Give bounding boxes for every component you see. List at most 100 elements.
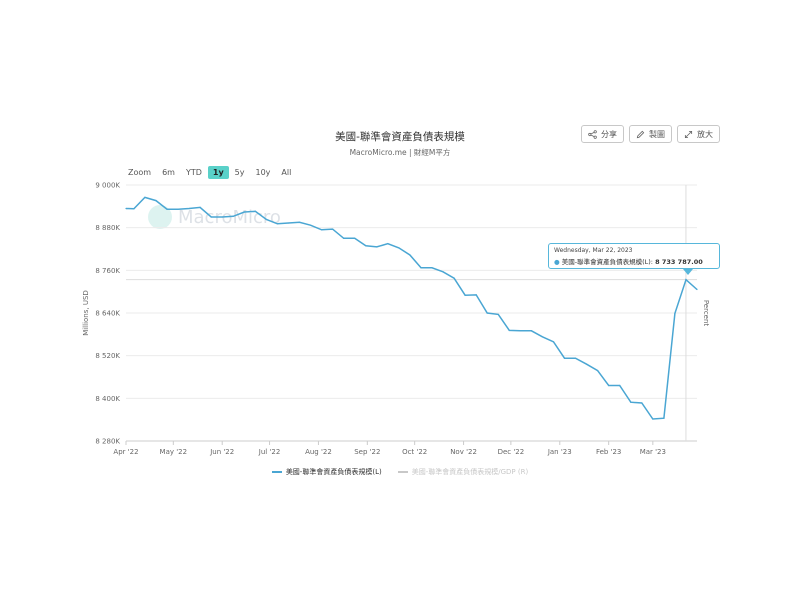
zoom-5y-button[interactable]: 5y xyxy=(234,168,245,177)
legend-item-primary[interactable]: 美國-聯準會資產負債表規模(L) xyxy=(271,467,382,477)
data-point xyxy=(508,329,510,332)
data-point xyxy=(332,228,334,230)
data-point xyxy=(663,417,665,419)
x-tick-label: Apr '22 xyxy=(113,448,138,456)
data-point xyxy=(276,223,279,225)
enlarge-button[interactable]: 放大 xyxy=(677,125,720,143)
zoom-10y-button[interactable]: 10y xyxy=(255,168,271,177)
share-label: 分享 xyxy=(601,129,617,139)
data-point xyxy=(343,237,345,239)
data-point xyxy=(442,271,444,273)
y-tick-label: 8 640K xyxy=(95,310,120,318)
data-point xyxy=(563,357,566,359)
data-point xyxy=(641,402,643,404)
data-point xyxy=(475,294,477,296)
data-point xyxy=(630,401,632,403)
data-point xyxy=(287,222,290,224)
data-point xyxy=(365,245,367,247)
data-point xyxy=(376,246,378,248)
chart-title: 美國-聯準會資產負債表規模 xyxy=(335,131,465,143)
data-point xyxy=(199,206,201,208)
data-point xyxy=(541,336,544,338)
data-point xyxy=(387,243,389,245)
data-point xyxy=(265,218,267,221)
data-point xyxy=(298,221,301,223)
data-point xyxy=(552,341,555,343)
draw-label: 製圖 xyxy=(649,129,665,139)
data-point xyxy=(188,207,190,210)
x-tick-label: Feb '23 xyxy=(596,448,621,456)
data-point xyxy=(619,384,621,387)
tooltip-series-dot: ● xyxy=(554,258,560,266)
data-point xyxy=(519,330,521,332)
zoom-all-button[interactable]: All xyxy=(281,168,292,177)
data-point xyxy=(320,229,323,231)
data-point xyxy=(486,312,488,314)
x-tick-label: Jul '22 xyxy=(258,448,281,456)
data-point xyxy=(232,215,234,217)
data-point xyxy=(166,208,168,210)
y-axis-label: Millions, USD xyxy=(82,290,90,336)
y-tick-label: 8 760K xyxy=(95,267,120,275)
data-point xyxy=(398,247,400,249)
data-point xyxy=(608,384,610,387)
y-tick-label: 8 400K xyxy=(95,395,120,403)
draw-button[interactable]: 製圖 xyxy=(629,125,672,143)
zoom-label: Zoom xyxy=(128,168,152,177)
data-point xyxy=(210,216,212,218)
chart-legend: 美國-聯準會資產負債表規模(L) 美國-聯準會資產負債表規模/GDP (R) xyxy=(0,467,800,477)
tooltip-value: 8 733 787.00 xyxy=(655,258,703,266)
x-tick-label: Dec '22 xyxy=(498,448,525,456)
tooltip-series-label: 美國-聯準會資產負債表規模(L): xyxy=(561,258,653,266)
chart-subtitle: MacroMicro.me | 財經M平方 xyxy=(349,148,451,157)
legend-item-secondary[interactable]: 美國-聯準會資產負債表規模/GDP (R) xyxy=(397,467,529,477)
x-tick-label: Nov '22 xyxy=(450,448,477,456)
data-point xyxy=(155,200,157,202)
data-point xyxy=(497,313,499,316)
data-point xyxy=(409,254,411,256)
y-axis-label-right: Percent xyxy=(702,300,710,327)
data-point xyxy=(221,216,223,218)
data-point xyxy=(309,224,312,226)
data-point xyxy=(464,294,466,296)
x-tick-label: Sep '22 xyxy=(354,448,380,456)
data-point xyxy=(696,288,698,291)
tooltip-arrow xyxy=(683,269,693,275)
tooltip-date: Wednesday, Mar 22, 2023 xyxy=(554,247,633,254)
x-tick-label: Jan '23 xyxy=(547,448,572,456)
x-tick-label: Oct '22 xyxy=(402,448,427,456)
x-tick-label: Mar '23 xyxy=(640,448,666,456)
data-point xyxy=(674,312,676,314)
legend-swatch-primary xyxy=(271,471,282,473)
tooltip: Wednesday, Mar 22, 2023 ● 美國-聯準會資產負債表規模(… xyxy=(548,243,720,269)
data-point xyxy=(133,208,135,210)
legend-label-primary: 美國-聯準會資產負債表規模(L) xyxy=(285,468,382,476)
data-point xyxy=(177,208,179,210)
expand-icon xyxy=(684,130,693,138)
enlarge-label: 放大 xyxy=(697,129,713,139)
x-tick-label: Aug '22 xyxy=(305,448,332,456)
data-point xyxy=(652,418,654,420)
y-tick-label: 9 000K xyxy=(95,182,120,190)
data-point xyxy=(574,357,577,359)
zoom-1y-button[interactable]: 1y xyxy=(207,166,229,179)
zoom-6m-button[interactable]: 6m xyxy=(162,168,175,177)
y-tick-label: 8 520K xyxy=(95,352,120,360)
x-tick-label: May '22 xyxy=(160,448,188,456)
data-point xyxy=(420,267,422,269)
legend-label-secondary: 美國-聯準會資產負債表規模/GDP (R) xyxy=(411,468,529,476)
data-point xyxy=(453,277,455,279)
zoom-ytd-button[interactable]: YTD xyxy=(185,168,202,177)
zoom-selector: Zoom 6m YTD 1y 5y 10y All xyxy=(128,166,297,179)
data-point xyxy=(597,370,599,372)
legend-swatch-secondary xyxy=(397,471,408,473)
x-tick-label: Jun '22 xyxy=(209,448,234,456)
share-button[interactable]: 分享 xyxy=(581,125,624,143)
data-point xyxy=(685,279,687,281)
data-point xyxy=(585,363,588,365)
data-point xyxy=(243,211,245,213)
y-tick-label: 8 280K xyxy=(95,438,120,446)
data-point xyxy=(354,237,356,239)
y-tick-label: 8 880K xyxy=(95,224,120,232)
